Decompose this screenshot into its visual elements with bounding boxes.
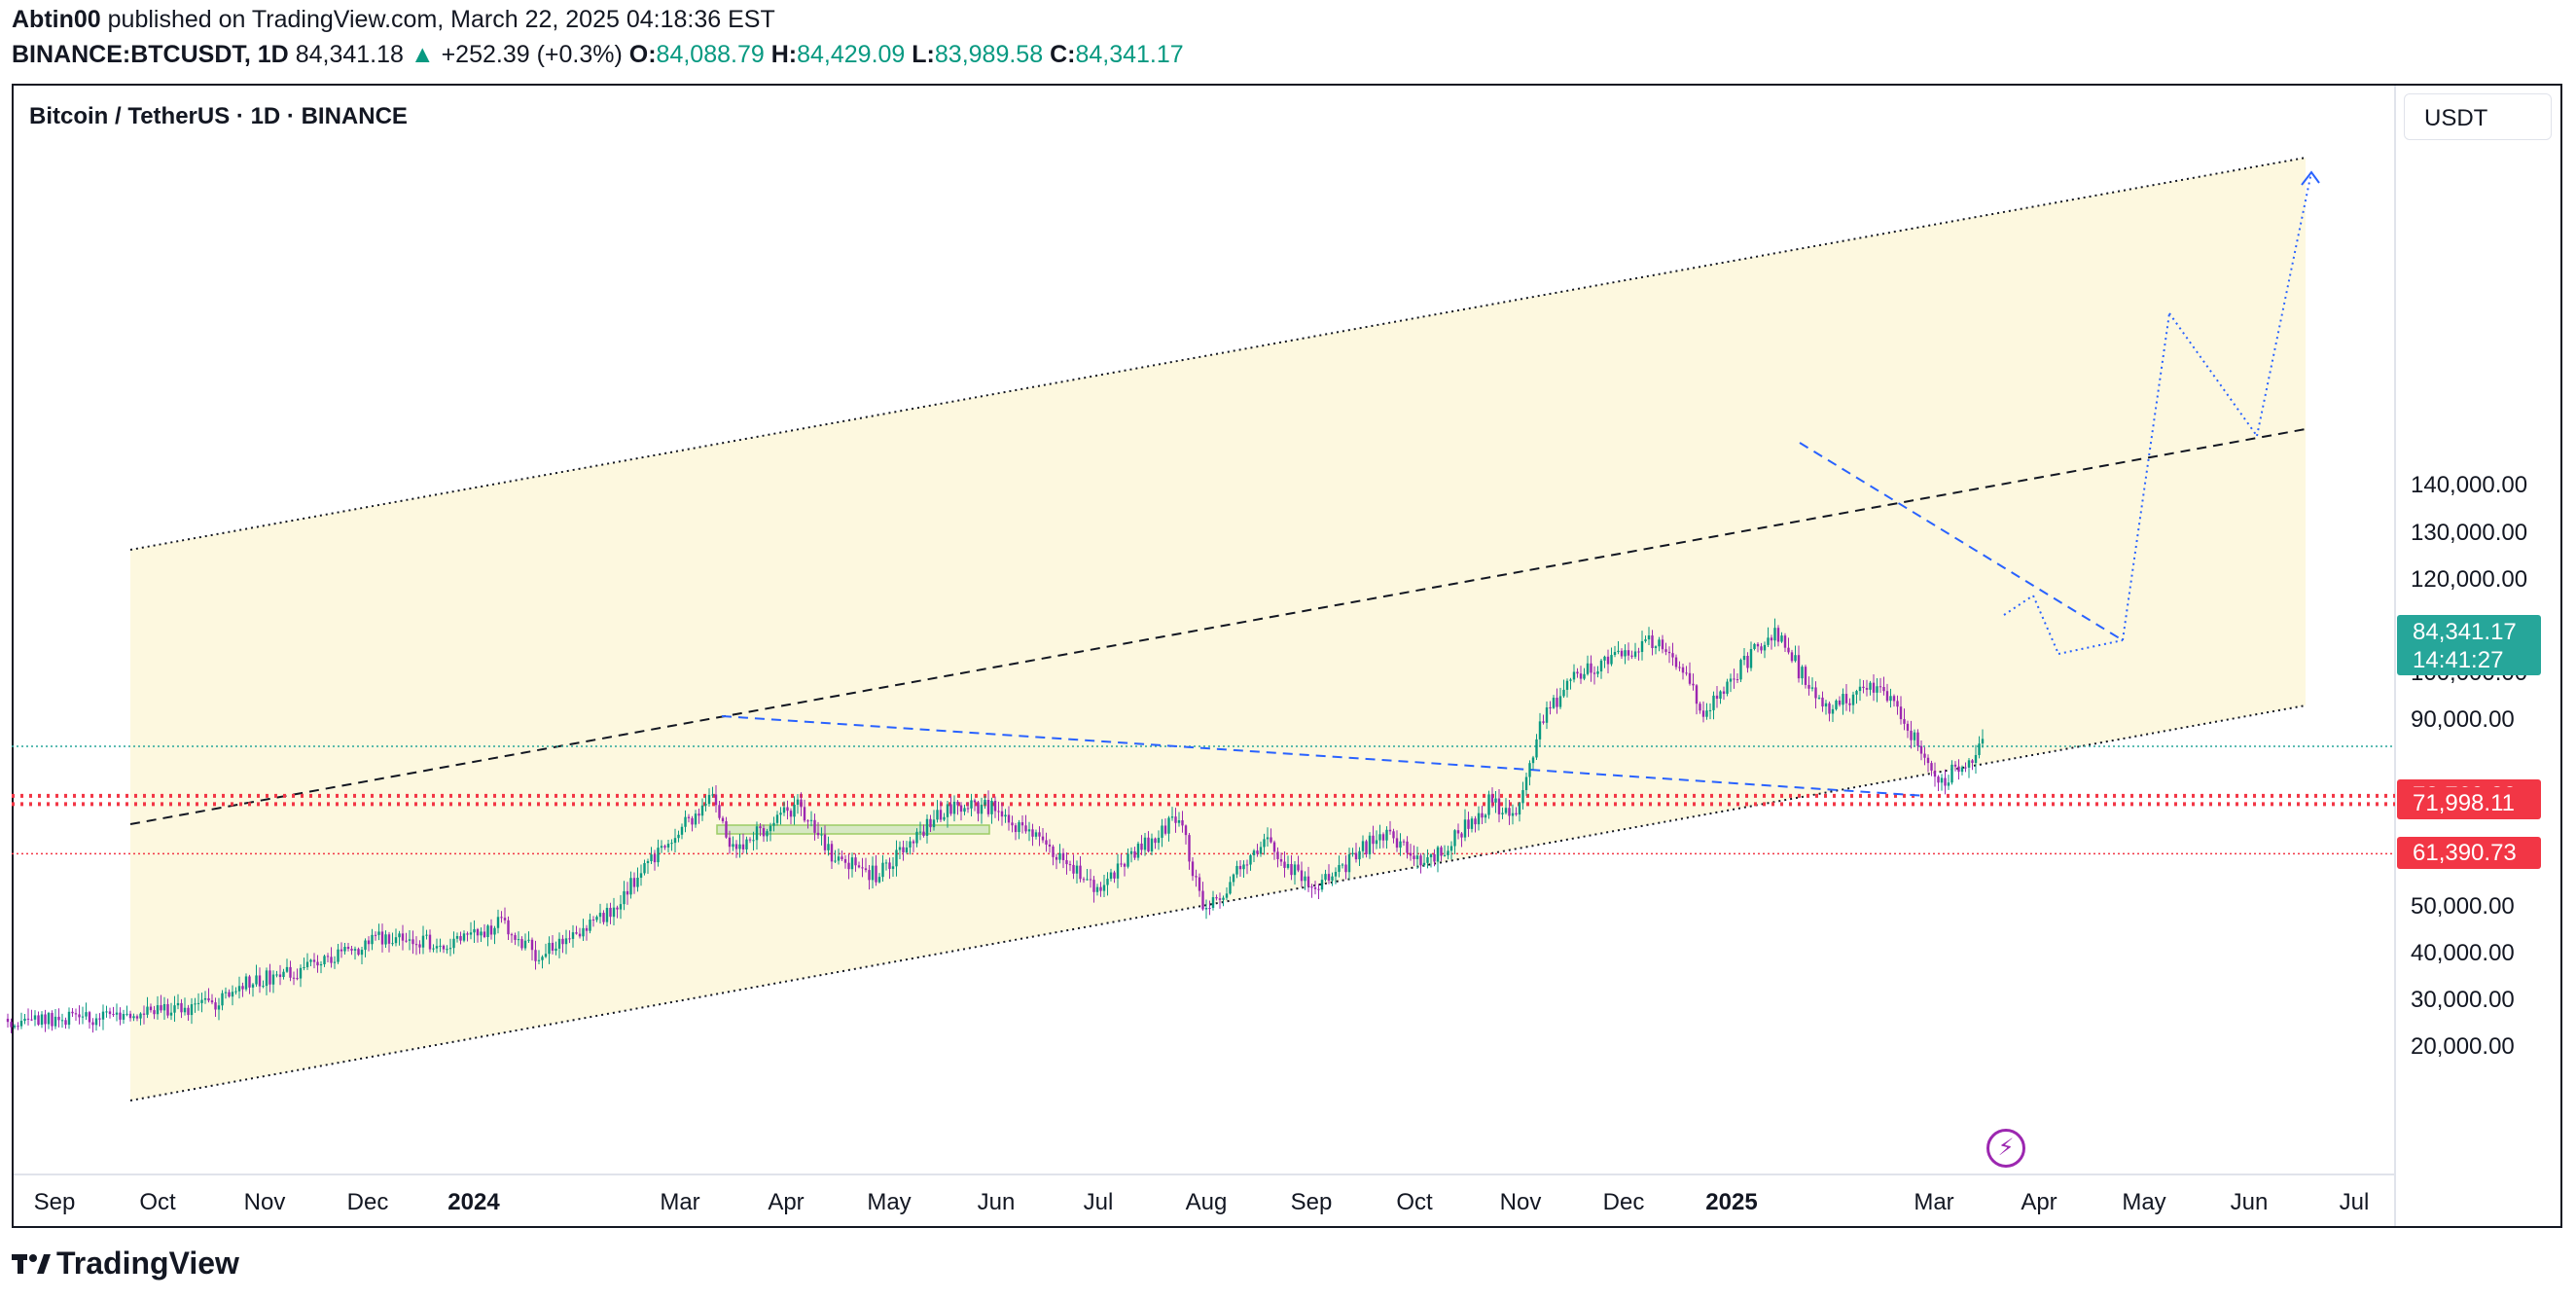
time-axis-label: Oct — [139, 1189, 176, 1215]
price-scale-label: 90,000.00 — [2411, 705, 2515, 733]
last-price: 84,341.18 — [295, 41, 404, 68]
price-scale-label: 30,000.00 — [2411, 987, 2515, 1014]
publish-text: published on TradingView.com, March 22, … — [107, 6, 775, 33]
open-value: 84,088.79 — [656, 41, 765, 68]
low-label: L: — [912, 41, 935, 68]
time-axis-label: Oct — [1396, 1189, 1433, 1215]
tradingview-logo[interactable]: TradingView — [12, 1246, 239, 1282]
time-axis-label: Aug — [1185, 1189, 1228, 1215]
tradingview-logo-text: TradingView — [56, 1246, 239, 1281]
time-axis-label: Dec — [1602, 1189, 1645, 1215]
time-axis-label: Dec — [346, 1189, 389, 1215]
time-axis-label: Sep — [1290, 1189, 1333, 1215]
candle-body — [6, 1018, 10, 1023]
change-up-icon: ▲ — [410, 41, 435, 68]
time-axis-label: Sep — [33, 1189, 76, 1215]
time-axis-label: Nov — [243, 1189, 286, 1215]
time-axis-label: Jun — [2230, 1189, 2269, 1215]
time-axis-label: Apr — [2021, 1189, 2057, 1215]
price-level-tag: 61,390.73 — [2397, 837, 2541, 870]
high-label: H: — [770, 41, 798, 68]
author-name[interactable]: Abtin00 — [12, 6, 101, 33]
publish-info: Abtin00 published on TradingView.com, Ma… — [12, 6, 775, 34]
price-scale-label: 40,000.00 — [2411, 940, 2515, 967]
time-axis-label: 2024 — [447, 1189, 500, 1215]
high-value: 84,429.09 — [797, 41, 906, 68]
time-axis-label: Mar — [1914, 1189, 1954, 1215]
time-axis-label: May — [867, 1189, 912, 1215]
chart-frame[interactable] — [12, 84, 2562, 1228]
time-axis-label: Nov — [1499, 1189, 1542, 1215]
price-scale-label: 20,000.00 — [2411, 1033, 2515, 1061]
chart-title: Bitcoin / TetherUS · 1D · BINANCE — [29, 103, 408, 129]
time-axis-label: May — [2122, 1189, 2166, 1215]
price-level-tag: 71,998.11 — [2397, 787, 2541, 820]
price-scale-label: 140,000.00 — [2411, 472, 2528, 499]
time-axis-label: Mar — [660, 1189, 700, 1215]
last-price-tag: 84,341.17 14:41:27 — [2397, 615, 2541, 675]
change-value: +252.39 (+0.3%) — [441, 41, 623, 68]
last-price-tag-value: 84,341.17 — [2413, 619, 2517, 645]
symbol-ohlc-line: BINANCE:BTCUSDT, 1D 84,341.18 ▲ +252.39 … — [12, 41, 1184, 69]
time-axis-label: Jun — [977, 1189, 1016, 1215]
price-scale-label: 120,000.00 — [2411, 565, 2528, 593]
time-axis-label: Jul — [2339, 1189, 2370, 1215]
close-label: C: — [1050, 41, 1076, 68]
price-scale-label: 130,000.00 — [2411, 519, 2528, 546]
lightning-icon[interactable]: ⚡ — [1986, 1129, 2025, 1168]
time-axis-label: 2025 — [1705, 1189, 1758, 1215]
time-axis-label: Apr — [768, 1189, 805, 1215]
low-value: 83,989.58 — [934, 41, 1044, 68]
price-scale-label: 50,000.00 — [2411, 893, 2515, 921]
time-axis-label: Jul — [1083, 1189, 1114, 1215]
candle-countdown: 14:41:27 — [2413, 647, 2504, 673]
open-label: O: — [628, 41, 657, 68]
symbol-label: BINANCE:BTCUSDT, 1D — [12, 41, 289, 68]
tradingview-logo-icon — [12, 1253, 51, 1274]
currency-button[interactable]: USDT — [2404, 93, 2552, 140]
close-value: 84,341.17 — [1075, 41, 1184, 68]
